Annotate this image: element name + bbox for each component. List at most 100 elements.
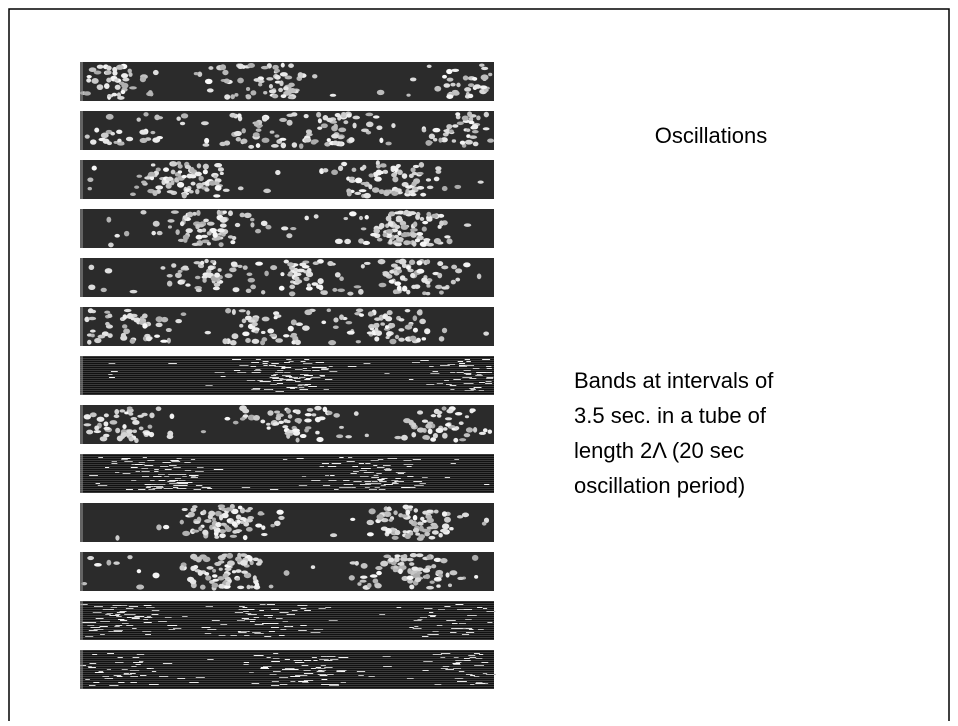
bright-dash (234, 612, 244, 613)
bright-blob (426, 517, 434, 524)
bright-dash (107, 653, 115, 654)
bright-blob (447, 583, 453, 588)
bright-dash (253, 370, 262, 371)
bright-dash (364, 481, 372, 482)
bright-blob (200, 430, 207, 434)
bright-dash (251, 372, 261, 373)
scanline (80, 390, 494, 391)
bright-dash (167, 481, 176, 482)
bright-blob (431, 530, 439, 535)
scanline (80, 619, 494, 620)
bright-blob (305, 271, 314, 278)
scanline (80, 460, 494, 461)
scanline (80, 609, 494, 610)
bright-dash (476, 374, 482, 375)
bright-blob (394, 281, 402, 286)
bright-blob (270, 265, 278, 271)
bright-dash (285, 376, 293, 377)
bright-dash (145, 634, 151, 635)
bright-blob (219, 533, 226, 539)
scanline (80, 386, 494, 387)
bright-blob (412, 221, 418, 228)
bright-blob (207, 514, 213, 520)
bright-blob (341, 161, 347, 167)
bright-dash (164, 469, 172, 470)
bright-dash (195, 485, 203, 486)
bright-blob (215, 522, 222, 528)
bright-dash (315, 667, 322, 668)
bright-blob (219, 216, 228, 223)
bright-blob (232, 287, 240, 293)
scanline (80, 358, 494, 359)
bright-dash (350, 473, 357, 474)
bright-blob (224, 416, 231, 421)
bright-dash (220, 376, 226, 377)
bright-dash (262, 363, 268, 364)
bright-blob (450, 279, 456, 285)
bright-blob (480, 74, 489, 81)
bright-blob (127, 68, 132, 74)
bright-blob (332, 140, 339, 146)
bright-dash (263, 365, 268, 366)
bright-blob (401, 263, 407, 269)
bright-blob (103, 421, 109, 427)
bright-blob (287, 325, 294, 332)
bright-blob (103, 413, 109, 418)
bright-dash (308, 386, 317, 387)
bright-dash (284, 659, 290, 660)
bright-blob (358, 238, 364, 244)
bright-dash (109, 615, 117, 616)
bright-blob (116, 129, 123, 135)
bright-blob (150, 130, 156, 135)
bright-blob (385, 215, 392, 222)
bright-blob (272, 422, 280, 426)
bright-blob (434, 577, 442, 581)
bright-blob (389, 338, 397, 345)
bright-blob (287, 95, 294, 100)
bright-blob (235, 137, 242, 142)
bright-blob (84, 316, 90, 323)
bright-dash (286, 626, 292, 627)
bright-blob (245, 338, 251, 343)
bright-blob (483, 88, 489, 92)
bright-blob (114, 78, 119, 82)
bright-dash (243, 611, 249, 612)
bright-dash (379, 481, 387, 482)
bright-blob (234, 222, 241, 228)
bright-dash (106, 669, 112, 670)
bright-blob (438, 532, 443, 538)
bright-blob (134, 185, 140, 189)
bright-dash (428, 612, 434, 613)
bright-blob (260, 65, 269, 70)
bright-blob (476, 273, 482, 280)
bright-blob (196, 185, 202, 189)
bright-dash (318, 670, 323, 671)
bright-blob (106, 216, 112, 223)
bright-blob (243, 572, 252, 579)
bright-dash (379, 614, 386, 615)
bright-dash (465, 628, 473, 629)
bright-blob (407, 568, 412, 574)
bright-blob (421, 128, 427, 133)
bright-blob (225, 308, 232, 314)
bright-dash (271, 681, 279, 682)
bright-dash (253, 655, 264, 656)
bright-blob (206, 221, 215, 226)
bright-blob (271, 93, 279, 99)
bright-blob (409, 584, 415, 590)
bright-blob (455, 112, 461, 116)
bright-dash (281, 368, 286, 369)
bright-blob (472, 76, 478, 81)
bright-blob (106, 559, 112, 566)
bright-dash (298, 681, 309, 682)
bright-blob (136, 117, 141, 122)
bright-blob (407, 505, 414, 509)
bright-blob (400, 514, 408, 518)
scanline (80, 664, 494, 665)
bright-blob (235, 577, 241, 581)
bright-blob (408, 259, 416, 265)
bright-dash (279, 677, 289, 678)
bright-dash (417, 619, 423, 620)
bright-blob (416, 571, 423, 575)
bright-blob (231, 521, 238, 527)
